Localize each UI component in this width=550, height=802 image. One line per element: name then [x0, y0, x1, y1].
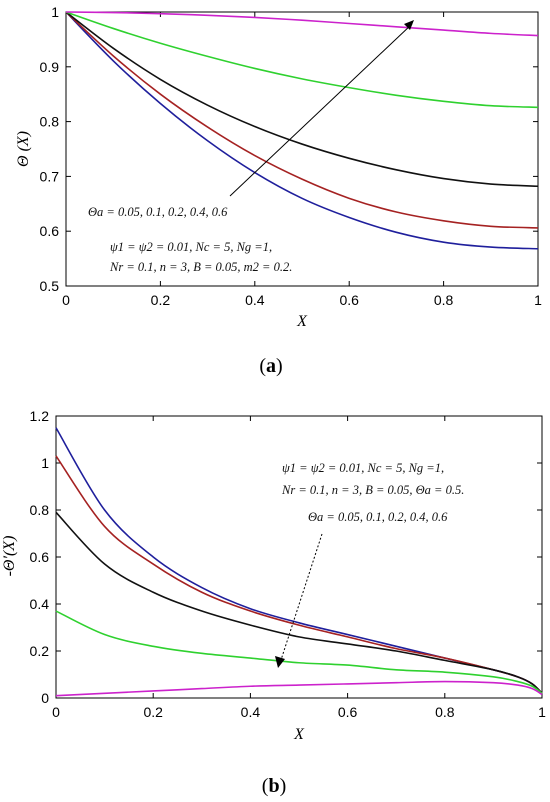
y-tick-label-b: 0.6 [30, 549, 50, 565]
series-line-a-5 [65, 11, 539, 37]
params-line2-a: Nr = 0.1, n = 3, B = 0.05, m2 = 0.2. [109, 260, 292, 274]
series-group-a [65, 11, 539, 250]
x-tick-label-a: 0.2 [151, 292, 171, 308]
x-tick-label-a: 0.4 [245, 292, 265, 308]
y-tick-label-a: 0.9 [40, 59, 60, 75]
chart-a: 0 0.2 0.4 0.6 0.8 1 0.5 0.6 0.7 0.8 0.9 1 Θ (X) X Θ… [15, 4, 542, 330]
series-line-b-4 [55, 610, 543, 694]
x-axis-label-a: X [296, 313, 308, 330]
x-tick-label-a: 0.8 [434, 292, 454, 308]
x-tick-label-a: 0.6 [339, 292, 359, 308]
x-tick-label-b: 0.6 [338, 704, 358, 720]
y-tick-label-b: 0.4 [30, 596, 50, 612]
panel-label-b: (b) [262, 775, 286, 797]
arrow-label-b: Θa = 0.05, 0.1, 0.2, 0.4, 0.6 [308, 510, 448, 524]
x-tick-label-b: 0.2 [143, 704, 163, 720]
params-line2-b: Nr = 0.1, n = 3, B = 0.05, Θa = 0.5. [281, 483, 464, 497]
x-tick-label-b: 0 [52, 704, 60, 720]
panel-label-a: (a) [259, 355, 282, 377]
y-tick-label-b: 1.2 [30, 408, 50, 424]
x-tick-label-b: 1 [538, 704, 546, 720]
chart-b: 0 0.2 0.4 0.6 0.8 1 0 0.2 0.4 0.6 0.8 1 1.2 -Θ′(X) X… [1, 408, 546, 743]
y-tick-label-a: 0.8 [40, 114, 60, 130]
arrow-head-a [404, 20, 414, 30]
arrow-head-b [275, 656, 285, 668]
x-tick-label-b: 0.8 [435, 704, 455, 720]
y-tick-label-b: 0.2 [30, 643, 50, 659]
tick-group-a: 0 0.2 0.4 0.6 0.8 1 0.5 0.6 0.7 0.8 0.9 1 [40, 4, 543, 308]
y-axis-label-a: Θ (X) [15, 131, 32, 167]
plot-area-a [65, 11, 539, 287]
tick-group-b: 0 0.2 0.4 0.6 0.8 1 0 0.2 0.4 0.6 0.8 1 1.2 [30, 408, 547, 720]
y-tick-label-a: 0.7 [40, 168, 60, 184]
series-line-b-3 [55, 511, 543, 694]
y-tick-label-a: 0.6 [40, 223, 60, 239]
y-tick-label-a: 0.5 [40, 278, 60, 294]
y-tick-label-b: 1 [41, 455, 49, 471]
series-line-b-5 [55, 680, 543, 697]
arrow-line-a [229, 23, 413, 197]
x-tick-label-a: 1 [534, 292, 542, 308]
params-line1-a: ψ1 = ψ2 = 0.01, Nc = 5, Ng =1, [110, 240, 272, 254]
plot-area-b [55, 415, 543, 699]
y-tick-label-b: 0.8 [30, 502, 50, 518]
series-line-a-2 [65, 11, 539, 229]
series-line-a-4 [65, 11, 539, 109]
x-axis-label-b: X [293, 726, 305, 743]
x-tick-label-b: 0.4 [241, 704, 261, 720]
arrow-line-b [279, 533, 323, 664]
params-line1-b: ψ1 = ψ2 = 0.01, Nc = 5, Ng =1, [282, 461, 444, 475]
series-line-a-1 [65, 11, 539, 250]
y-axis-label-b: -Θ′(X) [1, 536, 18, 577]
x-tick-label-a: 0 [62, 292, 70, 308]
series-line-a-3 [65, 11, 539, 188]
series-group-b [55, 427, 543, 697]
y-tick-label-a: 1 [51, 4, 59, 20]
y-tick-label-b: 0 [41, 690, 49, 706]
arrow-label-a: Θa = 0.05, 0.1, 0.2, 0.4, 0.6 [88, 205, 228, 219]
